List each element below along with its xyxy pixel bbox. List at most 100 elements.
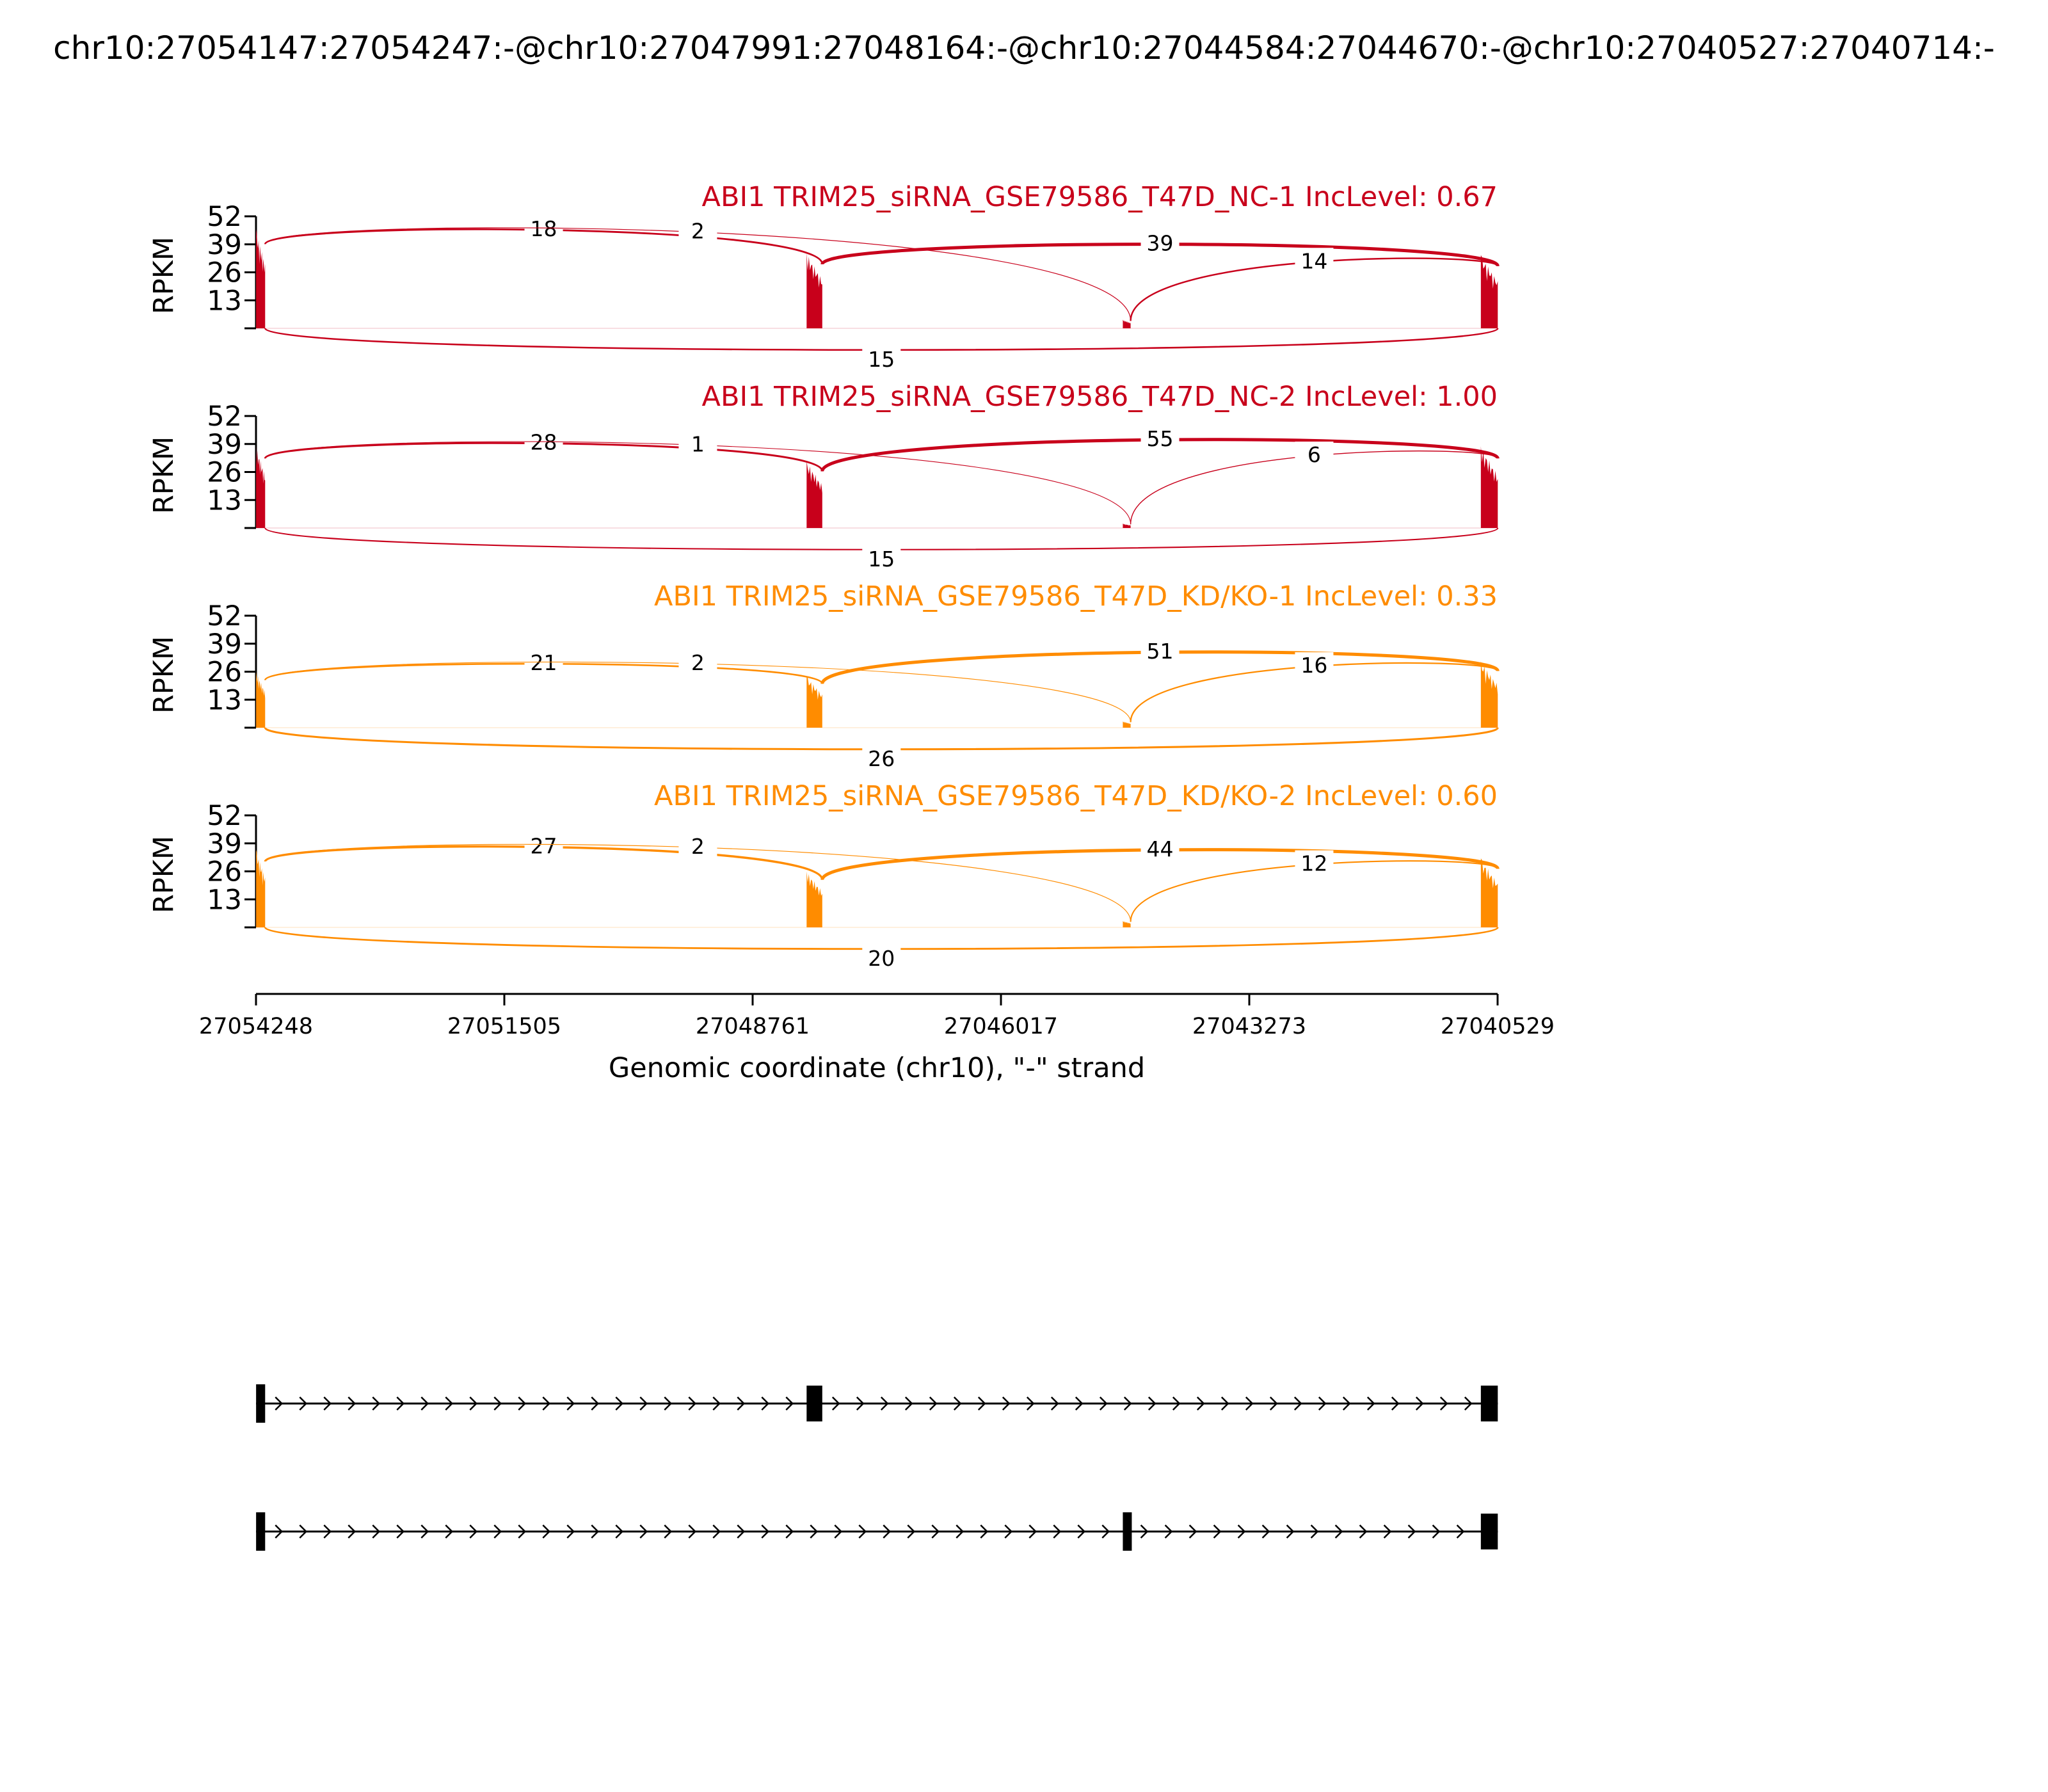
exon-block (256, 1512, 266, 1551)
y-tick-label: 13 (207, 285, 242, 317)
coverage-exon-1 (256, 446, 266, 528)
junction-count: 20 (868, 946, 895, 971)
strand-arrow-icon (591, 1524, 600, 1539)
strand-arrow-icon (420, 1396, 429, 1411)
junction-label-bg (678, 218, 717, 243)
strand-arrow-icon (785, 1396, 794, 1411)
strand-arrow-icon (737, 1396, 746, 1411)
strand-arrow-icon (469, 1524, 478, 1539)
strand-arrow-icon (323, 1524, 332, 1539)
strand-arrow-icon (420, 1524, 429, 1539)
strand-arrow-icon (977, 1396, 986, 1411)
strand-arrow-icon (929, 1396, 938, 1411)
strand-arrow-icon (761, 1524, 770, 1539)
strand-arrow-icon (396, 1524, 405, 1539)
strand-arrow-icon (1439, 1396, 1448, 1411)
strand-arrow-icon (1026, 1396, 1035, 1411)
junction-count: 2 (691, 834, 705, 859)
strand-arrow-icon (1366, 1396, 1375, 1411)
coverage-exon-2 (806, 871, 822, 927)
strand-arrow-icon (1050, 1396, 1059, 1411)
junction-count: 18 (531, 216, 557, 241)
junction-label-bg (862, 546, 901, 570)
y-axis-label: RPKM (148, 436, 180, 514)
junction-label-bg (1140, 835, 1180, 860)
strand-arrow-icon (1334, 1524, 1343, 1539)
strand-arrow-icon (1407, 1524, 1416, 1539)
y-tick-label: 13 (207, 484, 242, 516)
x-axis-label: Genomic coordinate (chr10), "-" strand (609, 1052, 1145, 1084)
strand-arrow-icon (299, 1524, 308, 1539)
strand-arrow-icon (834, 1524, 843, 1539)
coverage-exon-3 (1123, 721, 1131, 728)
strand-arrow-icon (493, 1524, 502, 1539)
sample-title: ABI1 TRIM25_siRNA_GSE79586_T47D_KD/KO-1 … (654, 580, 1498, 612)
strand-arrow-icon (518, 1396, 527, 1411)
junction-count: 2 (691, 650, 705, 675)
junction-label-bg (1295, 850, 1334, 875)
strand-arrow-icon (639, 1524, 648, 1539)
strand-arrow-icon (1164, 1524, 1173, 1539)
junction-count: 27 (531, 833, 557, 858)
junction-label-bg (862, 346, 901, 371)
junction-count: 26 (868, 746, 895, 771)
strand-arrow-icon (1148, 1396, 1156, 1411)
x-tick-label: 27054248 (199, 1014, 313, 1039)
strand-arrow-icon (348, 1396, 356, 1411)
exon-block (806, 1386, 822, 1421)
exon-block (1123, 1512, 1132, 1551)
strand-arrow-icon (615, 1524, 624, 1539)
y-tick-label: 26 (207, 257, 242, 289)
junction-count: 44 (1147, 836, 1174, 861)
junction-label-bg (1140, 638, 1180, 663)
strand-arrow-icon (639, 1396, 648, 1411)
strand-arrow-icon (1342, 1396, 1351, 1411)
strand-arrow-icon (712, 1396, 721, 1411)
strand-arrow-icon (275, 1524, 284, 1539)
junction-count: 16 (1300, 653, 1327, 678)
junction-label-bg (862, 945, 901, 970)
y-axis-label: RPKM (148, 836, 180, 913)
coverage-exon-4 (1480, 660, 1498, 728)
strand-arrow-icon (1269, 1396, 1278, 1411)
coverage-exon-4 (1480, 255, 1498, 328)
coverage-exon-2 (806, 676, 822, 728)
strand-arrow-icon (953, 1396, 962, 1411)
strand-arrow-icon (323, 1396, 332, 1411)
strand-arrow-icon (1383, 1524, 1392, 1539)
strand-arrow-icon (1123, 1396, 1132, 1411)
y-tick-label: 39 (207, 628, 242, 660)
strand-arrow-icon (566, 1524, 575, 1539)
strand-arrow-icon (1140, 1524, 1149, 1539)
y-axis-label: RPKM (148, 636, 180, 714)
strand-arrow-icon (688, 1524, 697, 1539)
junction-label-bg (1295, 248, 1334, 273)
strand-arrow-icon (1099, 1396, 1108, 1411)
strand-arrow-icon (880, 1396, 889, 1411)
exon-block (256, 1384, 266, 1423)
strand-arrow-icon (1053, 1524, 1062, 1539)
strand-arrow-icon (1415, 1396, 1424, 1411)
coverage-exon-1 (256, 229, 266, 328)
strand-arrow-icon (1237, 1524, 1246, 1539)
coverage-exon-2 (806, 461, 822, 528)
strand-arrow-icon (761, 1396, 770, 1411)
junction-count: 55 (1147, 426, 1174, 451)
strand-arrow-icon (907, 1524, 916, 1539)
strand-arrow-icon (372, 1524, 381, 1539)
junction-count: 39 (1147, 231, 1174, 256)
strand-arrow-icon (1188, 1524, 1197, 1539)
junction-count: 1 (691, 431, 705, 456)
strand-arrow-icon (1101, 1524, 1110, 1539)
junction-label-bg (1295, 441, 1334, 466)
strand-arrow-icon (688, 1396, 697, 1411)
strand-arrow-icon (1464, 1396, 1473, 1411)
junction-count: 21 (531, 650, 557, 675)
coverage-exon-4 (1480, 858, 1498, 927)
y-tick-label: 39 (207, 429, 242, 461)
strand-arrow-icon (904, 1396, 913, 1411)
strand-arrow-icon (810, 1524, 819, 1539)
